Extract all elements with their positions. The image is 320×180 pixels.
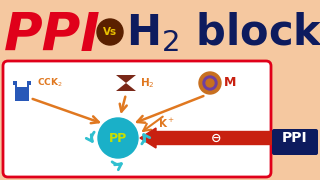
Text: ⊖: ⊖ xyxy=(211,132,221,145)
Text: H$_2$ blockers: H$_2$ blockers xyxy=(126,10,320,54)
Text: CCK$_2$: CCK$_2$ xyxy=(37,77,63,89)
Polygon shape xyxy=(116,75,136,83)
FancyBboxPatch shape xyxy=(272,129,318,155)
FancyBboxPatch shape xyxy=(17,81,27,87)
Circle shape xyxy=(199,72,221,94)
Circle shape xyxy=(206,79,214,87)
FancyBboxPatch shape xyxy=(13,81,31,85)
Circle shape xyxy=(97,19,123,45)
Polygon shape xyxy=(116,83,136,91)
Circle shape xyxy=(203,76,217,90)
Text: K$^+$: K$^+$ xyxy=(158,116,175,130)
Text: PP: PP xyxy=(109,132,127,145)
Text: PPI: PPI xyxy=(4,10,101,62)
Text: PPI: PPI xyxy=(282,131,308,145)
Text: H$_2$: H$_2$ xyxy=(140,76,155,90)
Text: M: M xyxy=(224,76,236,89)
Text: Vs: Vs xyxy=(103,27,117,37)
FancyArrow shape xyxy=(140,128,272,148)
Circle shape xyxy=(98,118,138,158)
FancyBboxPatch shape xyxy=(15,83,29,101)
FancyBboxPatch shape xyxy=(3,61,271,177)
